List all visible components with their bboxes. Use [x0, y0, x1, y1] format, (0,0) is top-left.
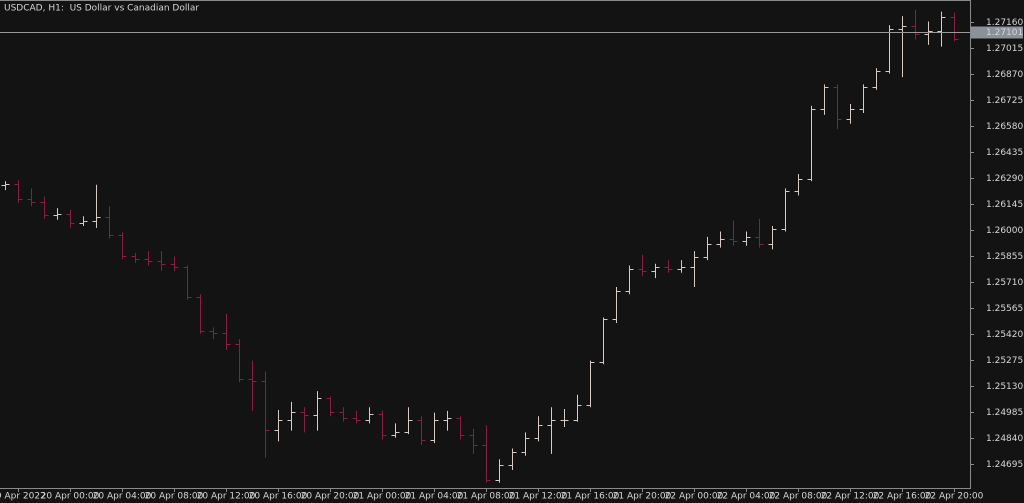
- y-tick-label: 1.26290: [986, 174, 1023, 184]
- y-tick-label: 1.24695: [986, 460, 1023, 470]
- y-tick-label: 1.24985: [986, 408, 1023, 418]
- y-tick-label: 1.26725: [986, 96, 1023, 106]
- y-tick-label: 1.25275: [986, 356, 1023, 366]
- x-tick-label: 20 Apr 16:00: [249, 492, 308, 502]
- y-tick-label: 1.27015: [986, 44, 1023, 54]
- y-tick-label: 1.26580: [986, 122, 1023, 132]
- y-tick-label: 1.25565: [986, 304, 1023, 314]
- x-tick-label: 22 Apr 04:00: [717, 492, 776, 502]
- y-tick-label: 1.25420: [986, 330, 1023, 340]
- x-tick-label: 22 Apr 20:00: [925, 492, 984, 502]
- x-tick-label: 21 Apr 04:00: [405, 492, 464, 502]
- y-tick-label: 1.25855: [986, 252, 1023, 262]
- y-tick-label: 1.25710: [986, 278, 1023, 288]
- x-tick-label: 22 Apr 08:00: [769, 492, 828, 502]
- x-tick-label: 21 Apr 20:00: [613, 492, 672, 502]
- current-price-label: 1.27101: [986, 28, 1023, 38]
- x-tick-label: 20 Apr 08:00: [145, 492, 204, 502]
- y-tick-label: 1.26000: [986, 226, 1023, 236]
- x-tick-label: 21 Apr 12:00: [509, 492, 568, 502]
- x-tick-label: 19 Apr 2022: [0, 492, 46, 502]
- x-tick-label: 22 Apr 16:00: [873, 492, 932, 502]
- x-tick-label: 20 Apr 04:00: [93, 492, 152, 502]
- x-tick-label: 20 Apr 00:00: [41, 492, 100, 502]
- y-tick-label: 1.26145: [986, 200, 1023, 210]
- y-tick-label: 1.25130: [986, 382, 1023, 392]
- x-tick-label: 22 Apr 12:00: [821, 492, 880, 502]
- x-tick-label: 20 Apr 12:00: [197, 492, 256, 502]
- y-tick-label: 1.26870: [986, 70, 1023, 80]
- x-tick-label: 21 Apr 16:00: [561, 492, 620, 502]
- current-price-box: [971, 26, 1023, 39]
- chart-title: USDCAD, H1: US Dollar vs Canadian Dollar: [4, 4, 199, 14]
- x-tick-label: 21 Apr 00:00: [353, 492, 412, 502]
- x-tick-label: 22 Apr 00:00: [665, 492, 724, 502]
- y-tick-label: 1.26435: [986, 148, 1023, 158]
- y-tick-label: 1.27160: [986, 18, 1023, 28]
- y-tick-label: 1.24840: [986, 434, 1023, 444]
- x-tick-label: 21 Apr 08:00: [457, 492, 516, 502]
- x-tick-label: 20 Apr 20:00: [301, 492, 360, 502]
